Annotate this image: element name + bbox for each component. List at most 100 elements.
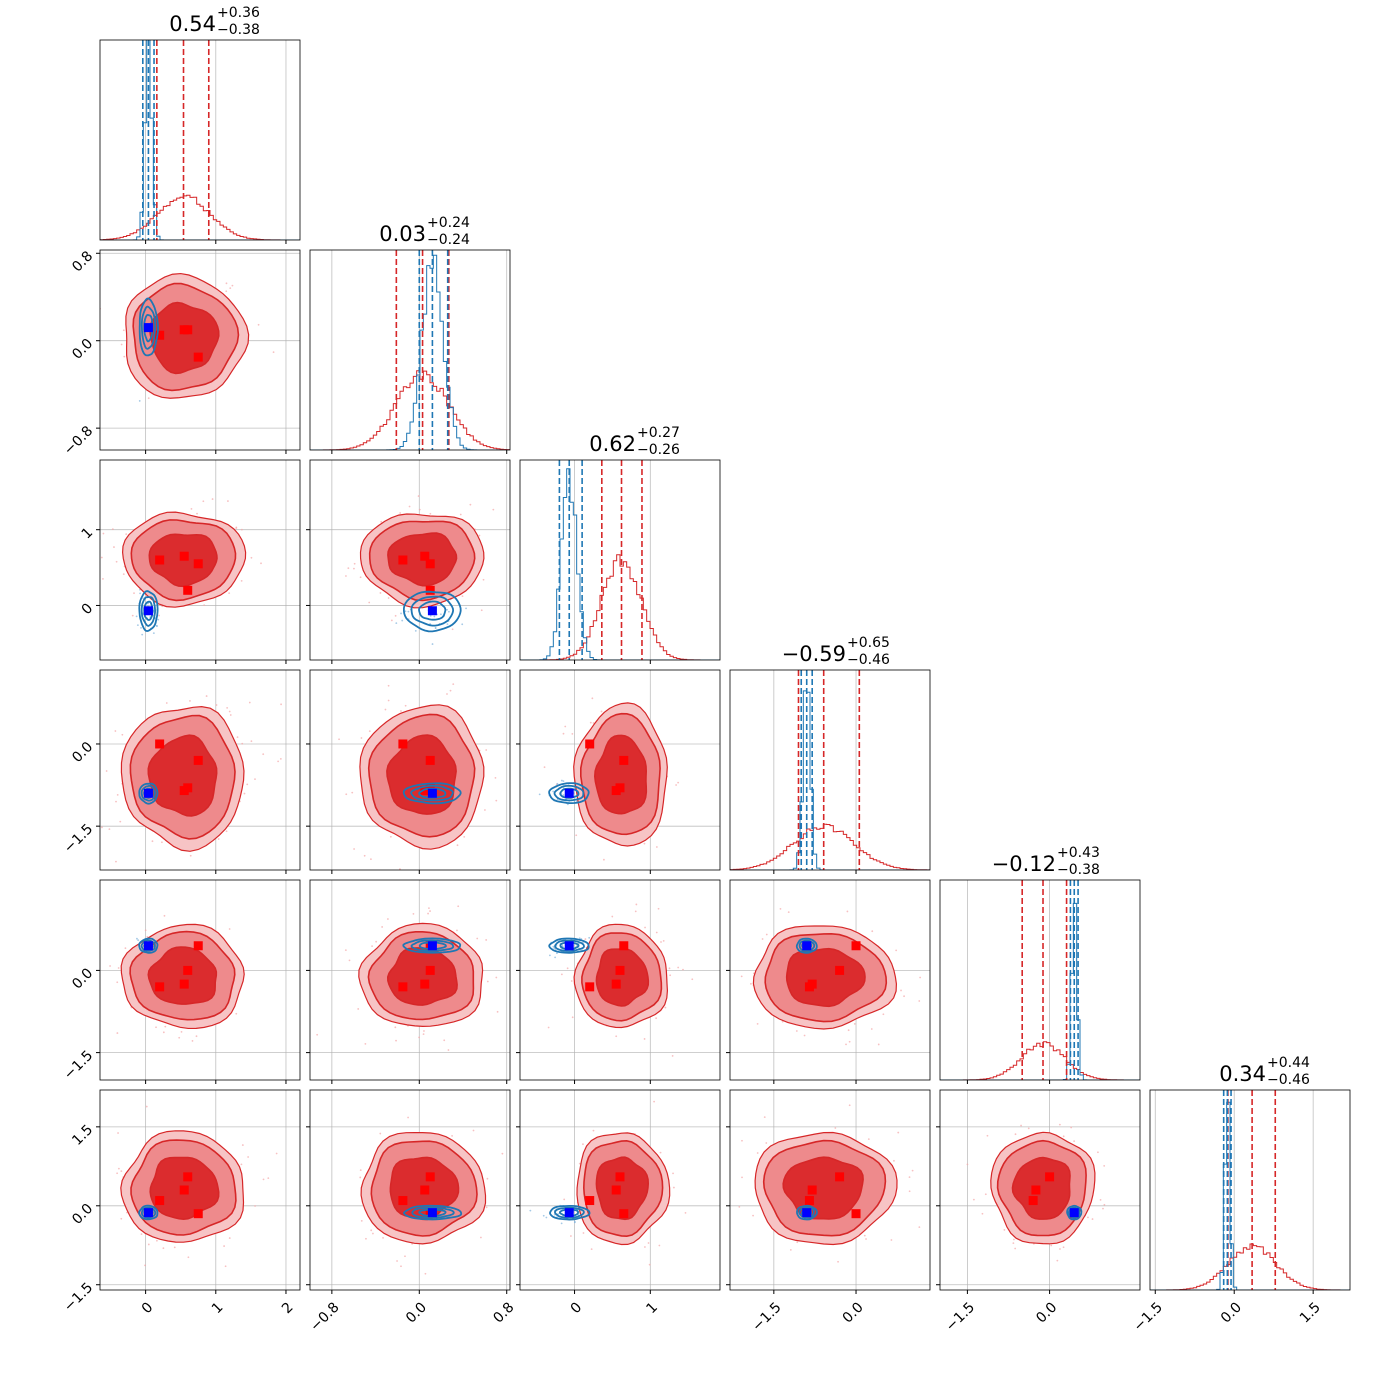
red-sample-point <box>102 577 104 580</box>
blue-sample-point <box>461 623 464 626</box>
red-sample-point <box>853 1023 856 1025</box>
red-sample-point <box>111 528 114 531</box>
red-sample-point <box>347 567 350 570</box>
red-sample-point <box>847 1029 850 1032</box>
panel-content <box>345 495 495 645</box>
red-sample-point <box>124 947 127 950</box>
red-sample-point <box>399 512 402 514</box>
red-sample-point <box>644 926 646 929</box>
red-sample-point <box>365 1237 367 1240</box>
red-sample-point <box>1073 1140 1076 1143</box>
red-sample-point <box>351 791 354 794</box>
red-marker <box>155 1196 165 1206</box>
red-sample-point <box>846 910 849 913</box>
red-sample-point <box>756 1022 759 1025</box>
blue-contour <box>138 1204 159 1221</box>
x-tick-label: 0.0 <box>1218 1299 1245 1326</box>
blue-contours <box>403 1204 463 1221</box>
blue-marker <box>143 788 153 798</box>
blue-sample-point <box>137 939 140 942</box>
red-sample-point <box>386 918 389 920</box>
panel-frame <box>729 669 931 871</box>
red-sample-point <box>1062 1246 1065 1249</box>
blue-sample-point <box>556 782 559 785</box>
red-sample-point <box>254 1205 256 1207</box>
red-contour-1sigma <box>595 1156 650 1221</box>
red-sample-point <box>260 562 262 565</box>
red-sample-point <box>575 834 578 837</box>
red-sample-point <box>591 697 594 700</box>
panel-frame <box>519 879 721 1081</box>
red-contour-outer-line <box>120 706 245 852</box>
red-contours <box>752 925 898 1030</box>
red-sample-point <box>592 1129 595 1132</box>
panel-2d-4-1 <box>306 879 511 1084</box>
red-sample-point <box>643 842 646 845</box>
red-sample-point <box>228 928 231 930</box>
red-sample-point <box>203 604 206 607</box>
red-sample-point <box>472 1129 475 1132</box>
red-contour-outer-line <box>573 923 669 1029</box>
red-marker <box>420 1185 430 1195</box>
panel-1d-5 <box>1149 1089 1351 1294</box>
red-sample-point <box>966 1163 969 1166</box>
blue-histogram <box>730 690 930 870</box>
red-sample-point <box>669 974 672 977</box>
red-sample-point <box>451 628 454 631</box>
y-tick-label: 0 <box>79 600 97 618</box>
red-sample-point <box>396 1260 398 1262</box>
red-sample-point <box>229 714 232 716</box>
red-sample-point <box>480 609 483 612</box>
panel-1d-2 <box>519 459 721 664</box>
red-sample-point <box>451 1134 453 1137</box>
red-sample-point <box>122 573 125 576</box>
red-contour-1sigma <box>1011 1156 1071 1220</box>
red-sample-point <box>479 1236 482 1239</box>
panel-content <box>100 272 275 402</box>
panel-content <box>359 1116 504 1275</box>
red-histogram <box>730 823 930 870</box>
red-sample-point <box>664 1006 667 1009</box>
red-sample-point <box>582 1232 585 1234</box>
blue-contour <box>138 297 159 357</box>
red-contour-outer-line <box>358 922 484 1028</box>
panel-content <box>100 40 300 240</box>
blue-contour <box>796 1204 818 1221</box>
title-value: 0.62 <box>589 432 636 456</box>
red-sample-point <box>338 738 340 741</box>
red-sample-point <box>155 1026 157 1029</box>
red-sample-point <box>115 860 117 863</box>
blue-contour <box>138 782 159 805</box>
red-marker <box>420 979 430 989</box>
red-marker <box>398 739 408 749</box>
red-sample-point <box>117 1167 120 1170</box>
red-marker <box>611 1185 621 1195</box>
red-sample-point <box>116 981 119 984</box>
blue-sample-point <box>573 1220 576 1223</box>
red-sample-point <box>429 910 431 912</box>
red-sample-point <box>485 1206 488 1209</box>
red-sample-point <box>379 1132 382 1135</box>
panel-frame <box>99 879 301 1081</box>
red-sample-point <box>228 1237 231 1239</box>
red-sample-point <box>390 619 393 622</box>
red-sample-point <box>634 910 637 913</box>
red-sample-point <box>125 533 128 536</box>
red-sample-point <box>903 995 905 998</box>
blue-sample-point <box>446 623 449 626</box>
blue-sample-point <box>588 936 591 939</box>
red-histogram <box>520 554 720 660</box>
red-sample-point <box>140 1233 143 1236</box>
red-contour-outer-line <box>754 1131 898 1246</box>
red-sample-point <box>226 706 229 709</box>
red-sample-point <box>229 287 232 290</box>
red-sample-point <box>163 914 166 917</box>
red-sample-point <box>223 1245 225 1247</box>
red-sample-point <box>191 1040 194 1042</box>
red-sample-point <box>359 1176 362 1179</box>
red-sample-point <box>590 1248 593 1251</box>
red-sample-point <box>452 874 454 876</box>
red-sample-point <box>492 508 495 511</box>
blue-sample-point <box>529 1209 532 1212</box>
red-sample-point <box>173 1246 176 1249</box>
